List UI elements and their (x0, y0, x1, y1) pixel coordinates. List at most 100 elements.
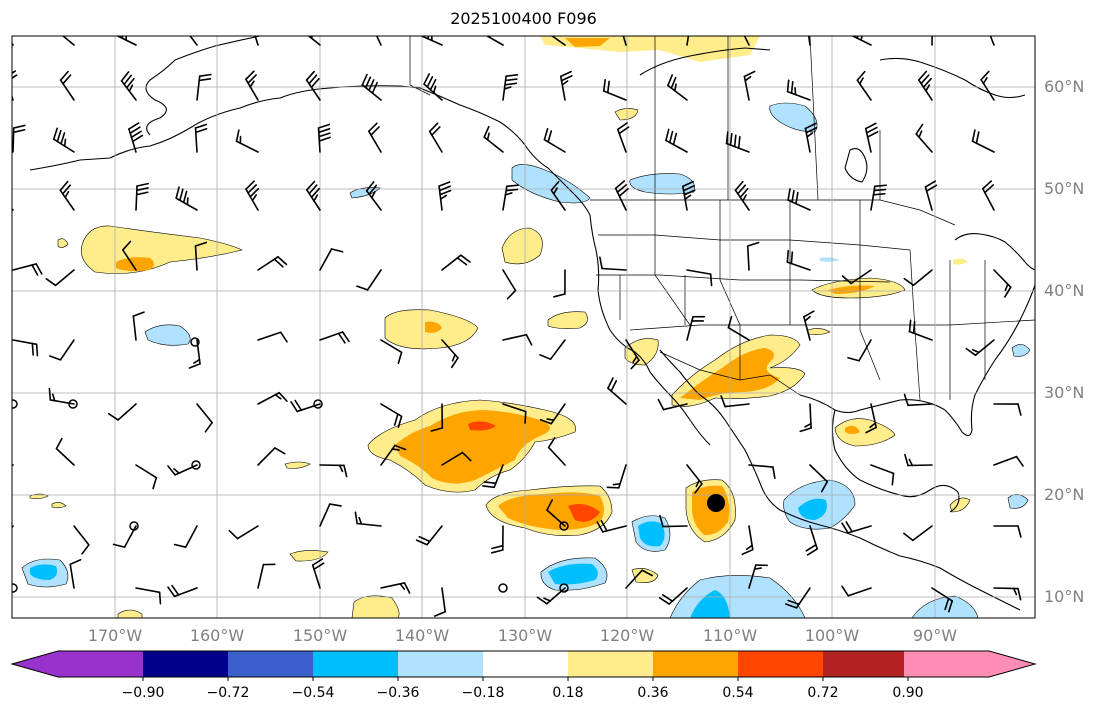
wind-barb (380, 444, 407, 466)
wind-barb (490, 525, 504, 554)
wind-barb (625, 339, 640, 370)
wind-barb (196, 403, 213, 433)
wind-barb (786, 79, 811, 101)
wind-barb (12, 124, 26, 153)
wind-barb (12, 339, 39, 357)
positive-anomaly-area (547, 311, 588, 329)
wind-barb (319, 503, 342, 527)
wind-barb (547, 437, 566, 466)
lat-label: 30°N (1044, 383, 1085, 402)
wind-barb (931, 36, 933, 46)
wind-barb (993, 587, 1022, 601)
wind-barb (430, 403, 444, 432)
lat-label: 10°N (1044, 587, 1085, 606)
positive-anomaly-area (565, 38, 610, 47)
lon-label: 130°W (497, 626, 553, 645)
wind-barb (606, 464, 627, 489)
canada-coastline (547, 167, 591, 216)
negative-anomaly-area (911, 595, 979, 618)
lon-label: 160°W (189, 626, 245, 645)
negative-anomaly-area (1011, 344, 1031, 357)
wind-barb (559, 70, 573, 101)
positive-anomaly-area (395, 410, 550, 484)
wind-barb (727, 316, 750, 341)
wind-barb (319, 248, 344, 271)
wind-barb (441, 254, 471, 271)
wind-barb (804, 122, 818, 153)
wind-barb (865, 403, 877, 434)
colorbar-tick-label: −0.36 (376, 685, 420, 701)
wind-barb (903, 269, 933, 287)
state-border (909, 249, 921, 401)
wind-barb (602, 78, 627, 101)
wind-barb (965, 339, 995, 357)
colorbar-segment (12, 651, 143, 677)
canada-province-border (809, 36, 819, 201)
wind-barb (380, 403, 403, 429)
positive-anomaly-area (117, 609, 143, 618)
wind-barb (167, 584, 198, 598)
positive-anomaly-area (834, 418, 896, 447)
wind-barb (59, 180, 75, 211)
wind-barb (319, 331, 350, 344)
wind-barb (741, 525, 754, 556)
wind-barb (657, 398, 688, 411)
wind-barb (989, 36, 995, 46)
calm-marker (12, 583, 18, 593)
wind-barb (993, 269, 1012, 298)
colorbar-outline (10, 650, 1037, 678)
wind-barb (428, 122, 443, 153)
lon-label: 170°W (87, 626, 143, 645)
positive-anomaly-area (568, 504, 600, 522)
colorbar-segment (653, 651, 738, 677)
wind-barb (245, 180, 260, 211)
positive-anomaly-area (284, 461, 311, 469)
wind-barb (317, 123, 331, 153)
wind-barb (748, 464, 776, 480)
wind-barb (903, 525, 933, 542)
wind-barb (48, 387, 75, 405)
wind-barb (135, 464, 158, 490)
state-border (598, 234, 911, 251)
wind-barb (786, 249, 811, 271)
wind-barb (546, 499, 566, 527)
lat-lon-grid (12, 36, 1035, 618)
wind-barb (847, 339, 872, 362)
wind-barb (48, 339, 75, 361)
calm-marker (559, 521, 569, 531)
positive-anomaly-area (624, 338, 659, 366)
wind-barb (45, 269, 75, 287)
wind-barb (686, 315, 706, 341)
map-frame (11, 35, 1036, 619)
wind-barb (132, 311, 145, 341)
wind-barb (175, 186, 198, 211)
florida-coastline (944, 394, 976, 437)
wind-barb (625, 569, 654, 589)
positive-anomaly-area (116, 257, 154, 272)
wind-barb (614, 180, 629, 211)
positive-anomaly-area (953, 258, 968, 265)
wind-barb (69, 558, 82, 589)
central-america-coastline (899, 555, 1021, 611)
negative-anomaly-area (638, 521, 665, 547)
wind-barb (59, 70, 75, 101)
wind-barb (55, 437, 75, 466)
wind-barb (686, 464, 703, 494)
calm-marker (129, 521, 139, 531)
calm-marker (313, 399, 323, 409)
wind-barb (622, 36, 627, 46)
wind-barb (423, 73, 443, 101)
wind-barb (356, 269, 382, 291)
lat-label: 50°N (1044, 179, 1085, 198)
wind-barb (743, 36, 750, 46)
colorbar-segment (228, 651, 313, 677)
state-border (859, 200, 881, 381)
wind-barb (743, 70, 756, 101)
lon-label: 140°W (394, 626, 450, 645)
wind-barb (254, 36, 259, 46)
lon-label: 120°W (599, 626, 655, 645)
wind-barb (971, 129, 995, 153)
colorbar-segment (568, 651, 653, 677)
wind-barb (903, 393, 933, 407)
